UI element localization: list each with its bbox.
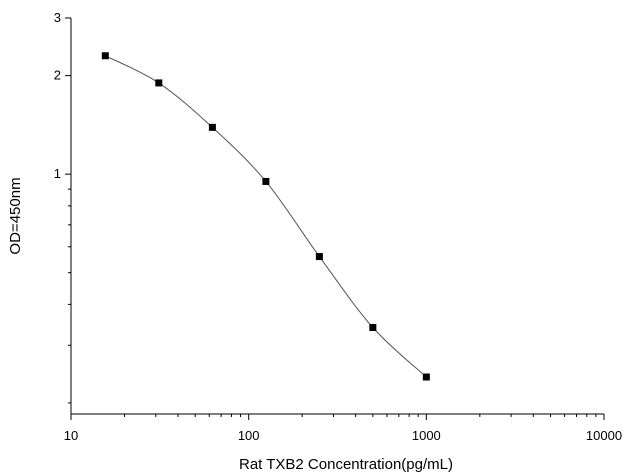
data-series [101,52,430,381]
y-tick-label: 2 [54,68,61,83]
y-tick-label: 3 [54,10,61,25]
y-axis-label: OD=450nm [7,177,24,254]
x-tick-label: 10 [64,428,78,443]
data-point [369,323,377,331]
data-point [422,373,430,381]
x-tick-label: 1000 [412,428,441,443]
axes [70,18,604,415]
x-tick-label: 10000 [586,428,622,443]
x-tick-label: 100 [238,428,260,443]
data-point [315,253,323,261]
x-axis-label: Rat TXB2 Concentration(pg/mL) [239,456,453,473]
data-point [101,52,109,60]
series-line [105,55,427,378]
ticks: 10 100 1000 10000 1 2 3 [54,10,622,443]
data-point [262,177,270,185]
data-point [208,123,216,131]
data-point [155,79,163,87]
y-tick-label: 1 [54,166,61,181]
